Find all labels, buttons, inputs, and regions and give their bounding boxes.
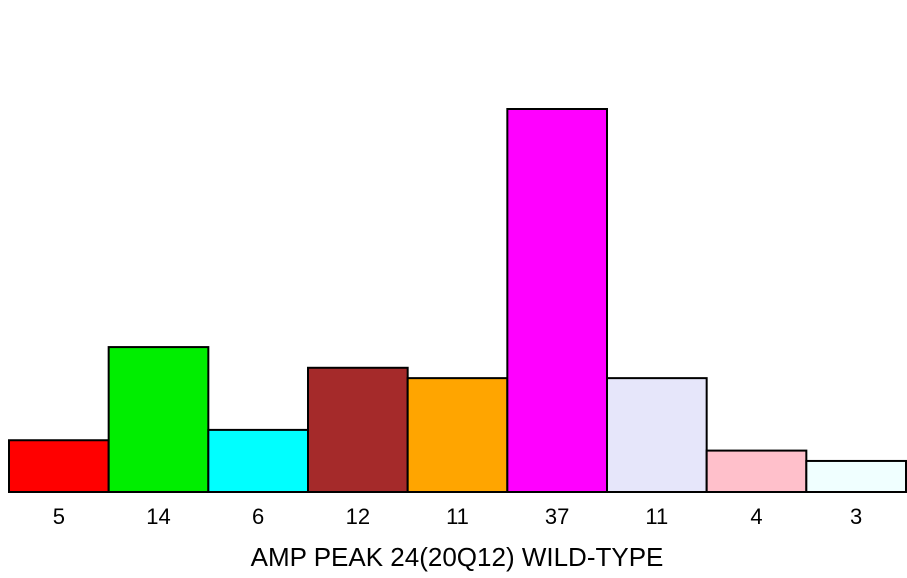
bar-6 — [606, 377, 708, 493]
bars-group — [8, 108, 907, 494]
bar-8 — [805, 459, 907, 494]
tick-label-1: 14 — [146, 504, 170, 529]
tick-label-4: 11 — [446, 504, 469, 529]
bar-2 — [207, 428, 309, 494]
tick-label-0: 5 — [53, 504, 65, 529]
tick-label-3: 12 — [346, 504, 370, 529]
bar-3 — [307, 366, 409, 493]
x-axis-label: AMP PEAK 24(20Q12) WILD-TYPE — [251, 542, 664, 572]
tick-label-2: 6 — [252, 504, 264, 529]
tick-labels-group: 5 14 6 12 11 37 11 4 3 — [53, 504, 863, 529]
tick-label-7: 4 — [750, 504, 762, 529]
bar-1 — [107, 346, 210, 493]
tick-label-6: 11 — [645, 504, 668, 529]
bar-7 — [705, 449, 808, 494]
bar-5 — [506, 108, 609, 493]
tick-label-8: 3 — [850, 504, 862, 529]
bar-4 — [406, 377, 509, 493]
tick-label-5: 37 — [545, 504, 569, 529]
bar-0 — [8, 439, 110, 494]
